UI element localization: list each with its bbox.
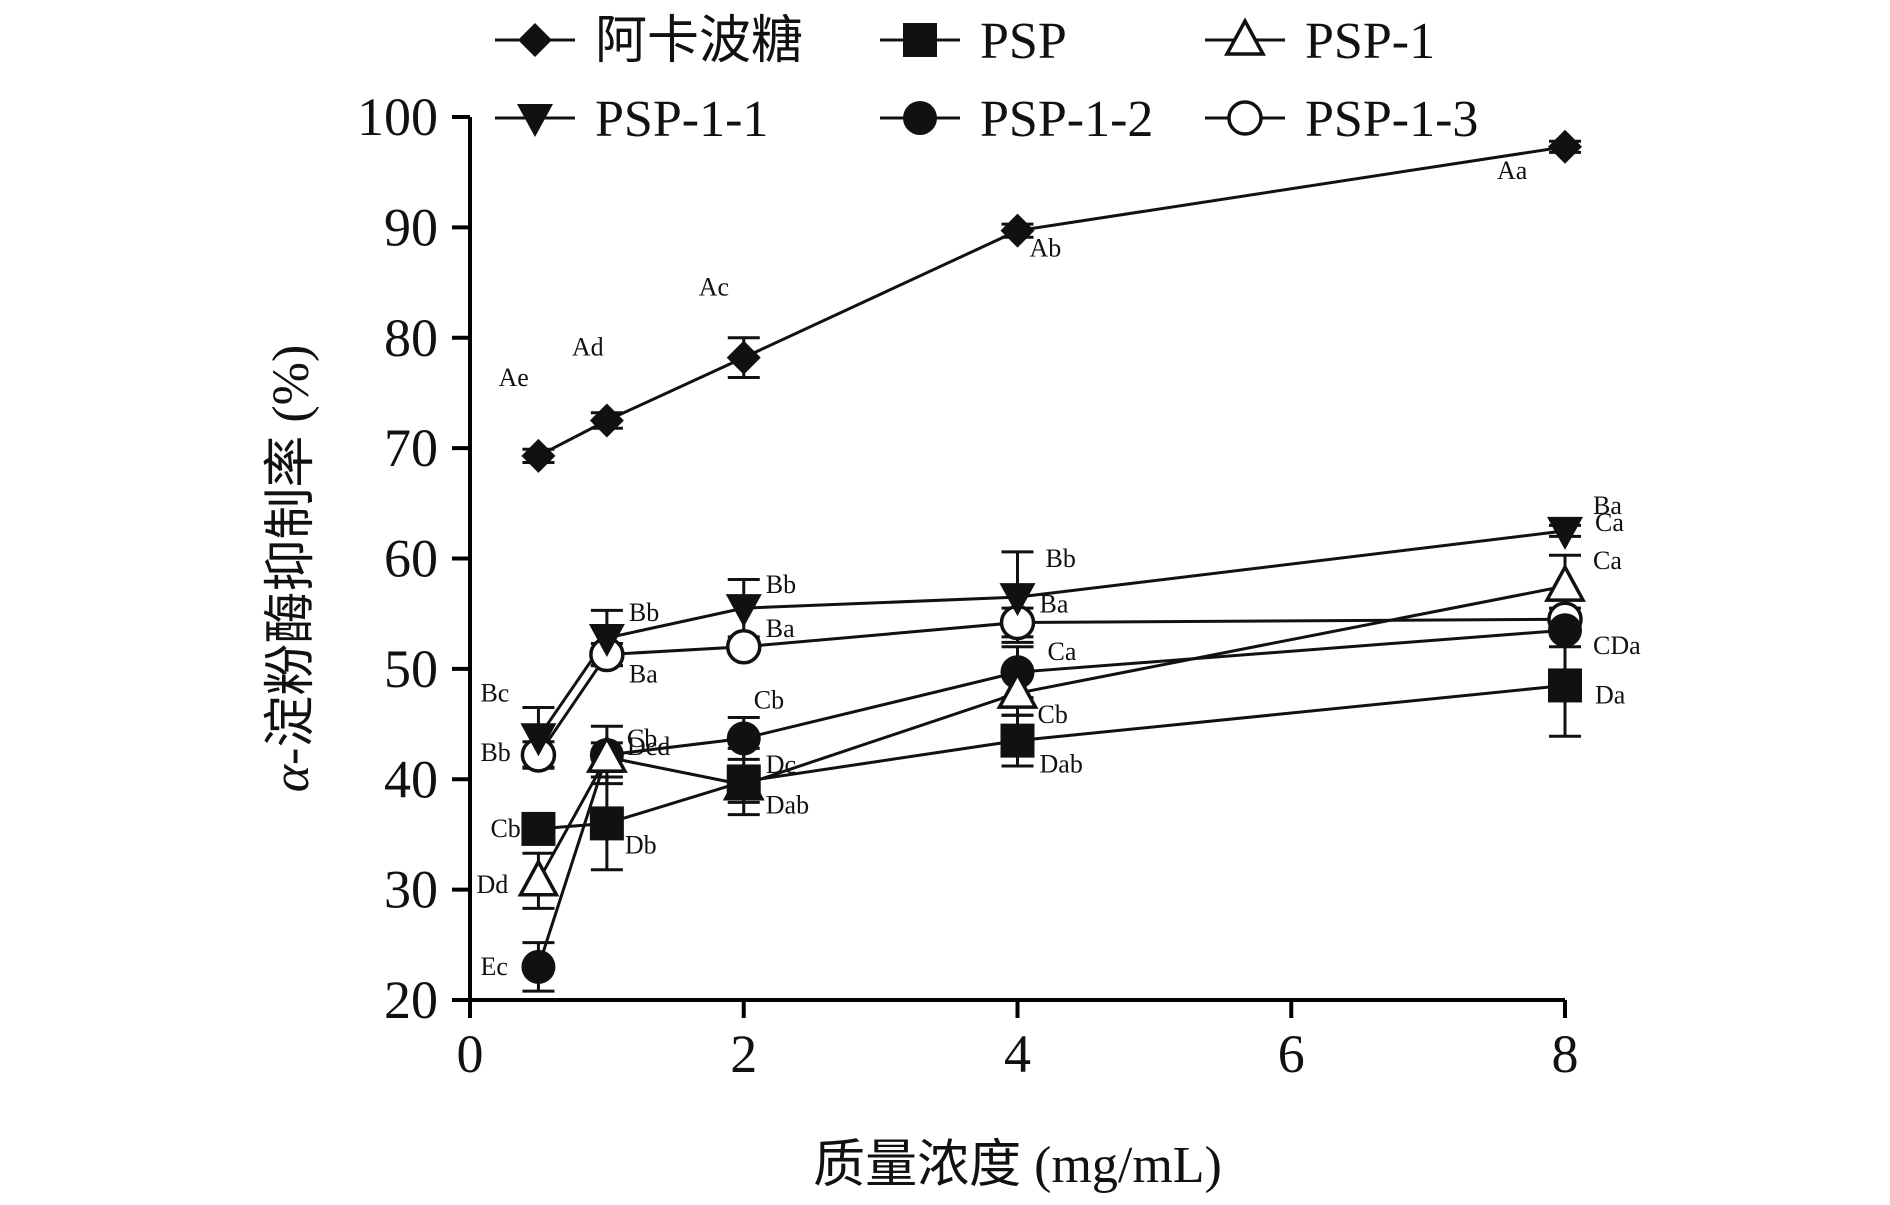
- legend-item: PSP-1-2: [880, 91, 1153, 148]
- y-tick-label-30: 30: [384, 860, 438, 920]
- legend-item: PSP-1-3: [1205, 91, 1478, 148]
- data-point-1-0: [521, 811, 556, 846]
- data-label-1-0: Cb: [490, 814, 520, 843]
- data-label-0-0: Ae: [498, 363, 528, 392]
- data-point-3-4: [1547, 516, 1583, 550]
- legend: 阿卡波糖 PSP PSP-1 PSP-1-1 PSP-1-2 PSP-1-3: [495, 13, 1478, 148]
- x-tick-label-2: 2: [730, 1024, 757, 1084]
- data-label-5-4: Ca: [1593, 546, 1622, 575]
- data-point-1-3: [1000, 723, 1035, 758]
- x-tick-label-8: 8: [1552, 1024, 1579, 1084]
- y-tick-label-100: 100: [357, 87, 438, 147]
- y-axis-title: α-淀粉酶抑制率 (%): [263, 345, 320, 793]
- y-axis-title-text: -淀粉酶抑制率 (%): [263, 345, 320, 765]
- data-label-3-3: Bb: [1046, 544, 1076, 573]
- data-label-1-2: Dab: [766, 790, 809, 819]
- data-point-2-1: [585, 734, 628, 773]
- data-label-3-4: Ba: [1593, 491, 1622, 520]
- legend-marker: [517, 104, 553, 137]
- data-point-1-1: [589, 806, 624, 841]
- data-point-4-0: [521, 949, 556, 984]
- data-point-3-3: [999, 583, 1036, 617]
- series-line-0: [537, 145, 1566, 458]
- data-label-0-3: Ab: [1030, 234, 1062, 263]
- legend-label: PSP: [980, 13, 1067, 70]
- y-tick-label-50: 50: [384, 639, 438, 699]
- data-label-5-0: Bb: [480, 738, 510, 767]
- data-point-3-0: [520, 723, 557, 757]
- legend-label: PSP-1-2: [980, 91, 1153, 148]
- ticks: 20 30 40 50 60 70 80 90 100 0 2 4 6 8: [357, 87, 1579, 1084]
- y-tick-label-80: 80: [384, 308, 438, 368]
- legend-label: PSP-1: [1305, 13, 1435, 70]
- data-label-5-2: Ba: [766, 614, 795, 643]
- data-label-1-3: Dab: [1040, 750, 1083, 779]
- legend-item: 阿卡波糖: [495, 13, 803, 70]
- data-label-0-1: Ad: [572, 333, 604, 362]
- data-label-0-4: Aa: [1497, 156, 1528, 185]
- plot-area: Ae Ad Ac Ab Aa Cb Db Dab Dab Da Dd Dcd Dc Cb Ca Bc Bb Bb B…: [476, 129, 1641, 993]
- data-point-1-2: [726, 764, 761, 799]
- y-tick-label-20: 20: [384, 970, 438, 1030]
- data-label-2-2: Dc: [766, 750, 796, 779]
- data-label-5-3: Ba: [1040, 590, 1069, 619]
- legend-marker: [1227, 100, 1263, 136]
- data-label-4-0: Ec: [480, 952, 507, 981]
- data-point-3-2: [725, 594, 762, 628]
- data-label-1-4: Da: [1595, 680, 1626, 709]
- legend-marker: [518, 23, 552, 57]
- legend-item: PSP-1: [1205, 13, 1435, 70]
- data-point-1-4: [1548, 668, 1582, 703]
- y-tick-label-60: 60: [384, 529, 438, 589]
- data-label-4-2: Cb: [754, 685, 784, 714]
- data-point-4-4: [1548, 613, 1582, 648]
- data-label-2-1: Dcd: [627, 732, 670, 761]
- legend-marker: [1224, 17, 1266, 56]
- y-tick-label-40: 40: [384, 749, 438, 809]
- data-label-3-1: Bb: [629, 598, 659, 627]
- data-label-2-3: Cb: [1038, 700, 1068, 729]
- data-label-0-2: Ac: [699, 273, 729, 302]
- legend-item: PSP: [880, 13, 1067, 70]
- legend-label: PSP-1-3: [1305, 91, 1478, 148]
- data-label-4-1: Cb: [627, 724, 657, 753]
- data-point-5-2: [726, 629, 762, 665]
- legend-marker: [903, 23, 937, 57]
- data-point-2-4: [1544, 563, 1586, 602]
- x-tick-label-6: 6: [1278, 1024, 1305, 1084]
- legend-label: PSP-1-1: [595, 91, 768, 148]
- data-label-5-1: Ba: [629, 660, 658, 689]
- y-tick-label-70: 70: [384, 418, 438, 478]
- data-point-0-1: [589, 403, 624, 438]
- data-point-4-2: [726, 721, 761, 756]
- data-point-0-2: [726, 340, 761, 375]
- data-label-2-0: Dd: [476, 870, 508, 899]
- data-label-4-3: Ca: [1048, 637, 1077, 666]
- data-label-3-2: Bb: [766, 570, 796, 599]
- data-point-3-1: [588, 623, 625, 657]
- y-tick-label-90: 90: [384, 197, 438, 257]
- series-line-2: [537, 584, 1566, 882]
- legend-label: 阿卡波糖: [595, 13, 803, 70]
- data-point-2-3: [996, 670, 1039, 709]
- data-point-0-0: [521, 438, 556, 473]
- data-point-0-4: [1548, 129, 1582, 164]
- data-label-4-4: CDa: [1593, 631, 1641, 660]
- x-tick-label-0: 0: [457, 1024, 484, 1084]
- data-point-2-0: [517, 858, 560, 897]
- y-axis-title-greek: α: [263, 763, 320, 792]
- data-point-0-3: [1000, 213, 1035, 248]
- legend-marker: [903, 101, 937, 135]
- x-tick-label-4: 4: [1004, 1024, 1031, 1084]
- x-axis-title: 质量浓度 (mg/mL): [813, 1137, 1222, 1194]
- data-label-1-1: Db: [625, 830, 657, 859]
- data-label-2-4: Ca: [1595, 508, 1624, 537]
- data-label-3-0: Bc: [480, 678, 509, 707]
- legend-item: PSP-1-1: [495, 91, 768, 148]
